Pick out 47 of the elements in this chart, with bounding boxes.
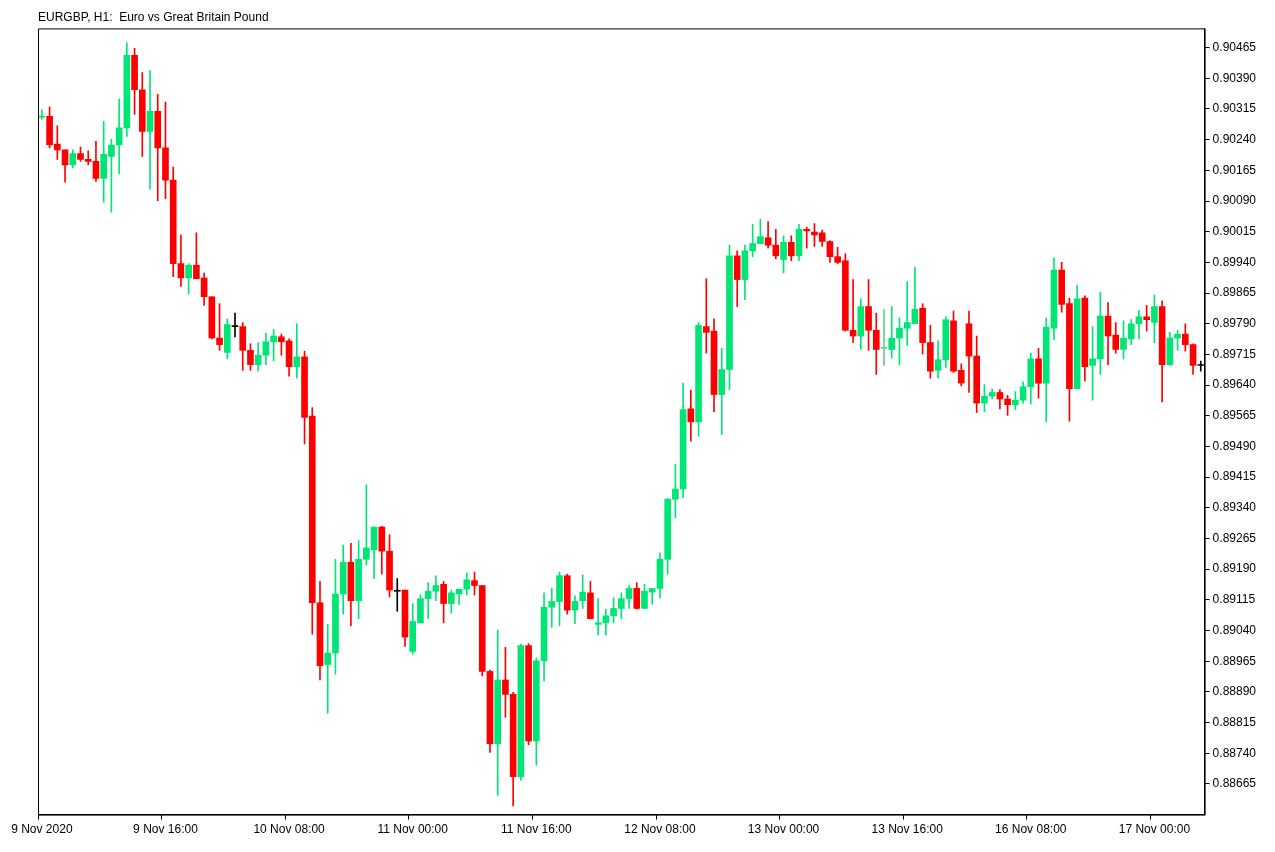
y-tick-label: 0.90315 xyxy=(1212,101,1257,116)
x-tick-label: 12 Nov 08:00 xyxy=(624,822,696,837)
candlestick xyxy=(888,306,896,359)
y-tick-label: 0.89415 xyxy=(1212,469,1257,484)
chart-title: EURGBP, H1: Euro vs Great Britain Pound xyxy=(38,9,269,24)
candlestick xyxy=(293,323,301,379)
candlestick xyxy=(115,98,123,174)
candlestick xyxy=(1143,305,1151,332)
y-tick-label: 0.89490 xyxy=(1212,438,1257,453)
y-tick-label: 0.90090 xyxy=(1212,193,1257,208)
y-tick-label: 0.88815 xyxy=(1212,714,1257,729)
x-tick-label: 13 Nov 16:00 xyxy=(871,822,944,837)
x-tick-label: 11 Nov 16:00 xyxy=(501,822,572,837)
y-tick-label: 0.89640 xyxy=(1212,377,1257,392)
y-tick-label: 0.89115 xyxy=(1212,592,1256,607)
x-tick-label: 11 Nov 00:00 xyxy=(377,822,449,837)
candlestick xyxy=(324,624,332,714)
y-tick-label: 0.89565 xyxy=(1212,408,1257,423)
y-tick-label: 0.90015 xyxy=(1212,224,1257,239)
candlestick xyxy=(594,598,602,636)
x-tick-label: 13 Nov 00:00 xyxy=(747,822,820,837)
y-tick-label: 0.88740 xyxy=(1212,745,1257,760)
y-tick-label: 0.90240 xyxy=(1212,131,1257,146)
candlestick xyxy=(393,578,401,612)
y-tick-label: 0.88890 xyxy=(1212,684,1257,699)
y-tick-label: 0.89190 xyxy=(1212,561,1257,576)
x-tick-label: 17 Nov 00:00 xyxy=(1118,822,1191,837)
x-tick-label: 9 Nov 2020 xyxy=(11,822,73,837)
x-tick-label: 16 Nov 08:00 xyxy=(995,822,1067,837)
y-tick-label: 0.89940 xyxy=(1212,254,1257,269)
x-tick-label: 10 Nov 08:00 xyxy=(253,822,326,837)
y-tick-label: 0.88965 xyxy=(1212,653,1257,668)
y-tick-label: 0.89265 xyxy=(1212,530,1257,545)
y-tick-label: 0.89715 xyxy=(1212,346,1257,361)
y-tick-label: 0.90465 xyxy=(1212,39,1257,54)
y-tick-label: 0.90390 xyxy=(1212,70,1257,85)
y-tick-label: 0.89340 xyxy=(1212,500,1257,515)
candlestick xyxy=(146,70,154,190)
y-tick-label: 0.89865 xyxy=(1212,285,1257,300)
y-tick-label: 0.88665 xyxy=(1212,776,1257,791)
y-tick-label: 0.90165 xyxy=(1212,162,1257,177)
y-tick-label: 0.89790 xyxy=(1212,316,1257,331)
candlestick xyxy=(880,309,888,366)
y-tick-label: 0.89040 xyxy=(1212,622,1257,637)
candlestick xyxy=(231,312,239,338)
x-tick-label: 9 Nov 16:00 xyxy=(133,822,199,837)
candlestick xyxy=(803,226,811,249)
